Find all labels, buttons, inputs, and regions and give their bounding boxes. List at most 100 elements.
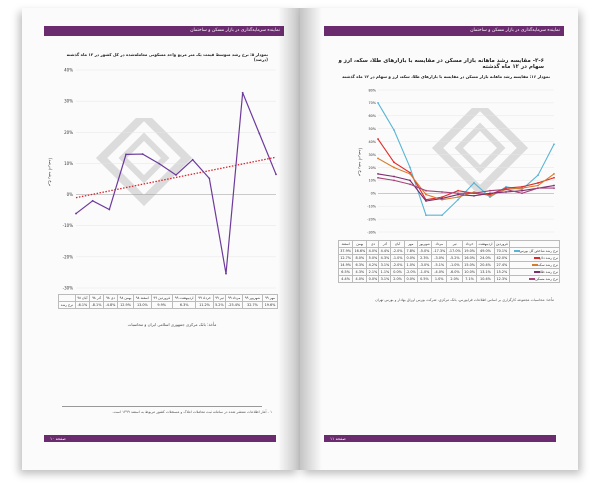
table-cell: 2.3% <box>416 254 432 262</box>
table-cell: 7.1% <box>461 275 478 283</box>
table-cell: 19.0% <box>461 247 478 255</box>
data-point <box>108 208 111 211</box>
y-tick-label: -30% <box>63 286 74 291</box>
data-point <box>521 192 523 195</box>
data-point <box>457 193 459 196</box>
data-point <box>393 179 395 182</box>
left-y-axis-label: نرخ رشد (درصد) <box>48 158 53 187</box>
watermark-logo <box>431 108 529 197</box>
table-header-cell: فروردین ۹۹ <box>150 294 173 302</box>
data-point <box>521 188 523 191</box>
table-cell: 4.4% <box>337 275 354 283</box>
table-header-cell: آذر ۹۸ <box>89 294 104 302</box>
table-header-cell: آبان <box>390 240 405 248</box>
table-cell: 8.0% <box>352 254 368 262</box>
table-cell: -6.1% <box>74 301 91 309</box>
table-header-cell: مرداد <box>430 240 448 248</box>
table-cell: 1.1% <box>378 268 392 276</box>
data-point <box>175 174 177 176</box>
legend-swatch <box>532 264 539 266</box>
data-point <box>537 174 539 177</box>
data-point <box>553 143 555 146</box>
data-point <box>393 129 395 131</box>
y-tick-label: 20% <box>64 130 73 135</box>
series-line <box>377 138 555 201</box>
data-point <box>377 176 379 179</box>
table-cell: 4.4% <box>378 247 392 255</box>
y-tick-label: -30% <box>367 230 377 234</box>
data-point <box>208 177 211 180</box>
table-header-cell: آبان ۹۸ <box>74 294 91 302</box>
y-tick-label: 80% <box>368 88 376 92</box>
footnote-divider <box>62 406 262 407</box>
open-book: نماینده سرمایه‌گذاری در بازار مسکن و ساخ… <box>22 8 578 470</box>
table-cell: -6.0% <box>446 268 463 276</box>
right-y-axis-label: نرخ رشد (درصد) <box>358 148 363 177</box>
table-cell: 5.0% <box>366 254 380 262</box>
data-point <box>125 153 127 156</box>
data-point <box>505 185 507 188</box>
left-footer: صفحه ۱۰ <box>44 435 276 442</box>
table-cell: 10.0% <box>461 268 478 276</box>
left-chart-caption: مأخذ: بانک مرکزی جمهوری اسلامی ایران و م… <box>127 322 217 327</box>
data-point <box>393 166 395 169</box>
legend-swatch <box>529 278 536 280</box>
table-cell: 1.0% <box>403 261 418 269</box>
table-cell: 49.0% <box>476 247 495 255</box>
table-cell: -3.0% <box>416 261 432 269</box>
table-cell <box>508 240 561 248</box>
legend-swatch <box>513 250 520 252</box>
table-row: 37.9% 16.6% 4.0% 4.4% -2.0% 7.8% -5.0% -17.3% -1… <box>337 247 561 255</box>
table-cell: 1.0% <box>430 275 448 283</box>
data-point <box>489 194 491 197</box>
right-footer: صفحه ۱۱ <box>324 435 556 442</box>
table-cell: 5.2% <box>212 301 227 309</box>
table-cell: 4.3% <box>378 254 392 262</box>
table-cell: 24.0% <box>476 254 495 262</box>
data-point <box>489 189 491 192</box>
data-point <box>553 173 555 175</box>
table-cell: 6.3% <box>352 261 368 269</box>
data-point <box>457 192 459 195</box>
table-cell: 4.0% <box>352 275 368 283</box>
data-point <box>537 187 539 190</box>
table-cell: -2.0% <box>403 268 418 276</box>
table-header-cell: شهریور ۹۹ <box>241 294 263 302</box>
table-row: 4.4% 4.0% 0.0% 3.1% 2.0% 0.0% 0.5% 1.0% 2.0% 7.1%… <box>337 275 561 283</box>
table-cell: 10.4% <box>476 275 495 283</box>
data-point <box>441 198 443 201</box>
table-row: 14.9% 6.3% 4.2% 3.1% -2.0% 1.0% -3.0% -5.1% -1.0… <box>337 261 561 269</box>
legend-text: نرخ رشد سکه <box>538 263 558 267</box>
data-point <box>409 183 411 186</box>
table-cell: -5.0% <box>416 247 432 255</box>
row-label: نرخ رشد <box>58 301 76 309</box>
table-cell: 0.0% <box>366 275 380 283</box>
table-header-cell: اردیبهشت <box>476 240 495 248</box>
data-point <box>425 193 427 196</box>
legend-text: نرخ رشد طلا <box>539 270 558 274</box>
data-point <box>441 197 443 200</box>
y-tick-label: -10% <box>63 223 74 228</box>
table-cell: 15.2% <box>493 268 510 276</box>
data-point <box>377 157 379 160</box>
legend-text: نرخ رشد شاخص کل بورس <box>519 249 558 253</box>
data-point <box>457 196 459 199</box>
table-cell: 7.8% <box>403 247 418 255</box>
table-cell: 12.7% <box>337 254 354 262</box>
table-header-cell: مرداد ۹۹ <box>225 294 243 302</box>
data-point <box>409 179 411 182</box>
table-header-row: آبان ۹۸ آذر ۹۸ دی ۹۸ بهمن ۹۸ اسفند ۹۸ فروردین… <box>58 294 279 302</box>
data-point <box>505 187 507 190</box>
legend-label: نرخ رشد سکه <box>508 261 561 269</box>
series-line <box>377 173 555 202</box>
series-line <box>75 92 277 274</box>
data-point <box>473 182 475 184</box>
legend-swatch <box>533 271 540 273</box>
table-header-cell: مهر ۹۹ <box>261 294 279 302</box>
trendline <box>75 156 277 199</box>
table-cell: 4.3% <box>352 268 368 276</box>
data-point <box>521 185 523 188</box>
left-line-chart: 40% 30% 20% 10% 0% -10% -20% -30% <box>63 68 277 291</box>
series-line <box>377 102 555 216</box>
table-cell: 20.4% <box>476 261 495 269</box>
